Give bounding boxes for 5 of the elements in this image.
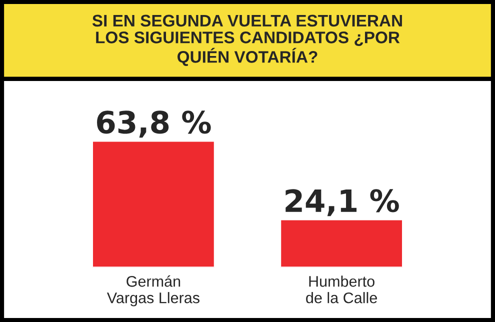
- x-tick-label: Germán Vargas Lleras: [106, 275, 200, 306]
- data-label: 24,1 %: [286, 189, 399, 216]
- data-label: 63,8 %: [97, 110, 211, 138]
- chart-title: SI EN SEGUNDA VUELTA ESTUVIERAN LOS SIGUIENTES CANDIDATOS ¿POR QUIÉN VOTARÍA?: [92, 14, 402, 66]
- x-tick-label: Humberto de la Calle: [306, 276, 377, 304]
